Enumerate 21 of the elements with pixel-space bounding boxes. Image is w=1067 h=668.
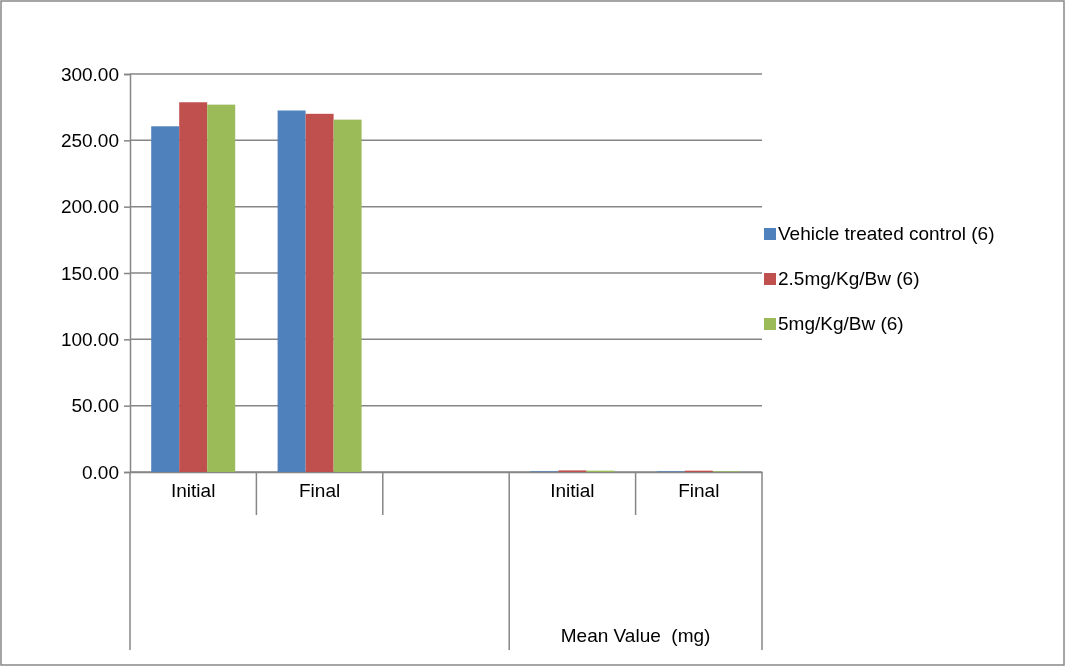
y-tick-label: 50.00 xyxy=(71,395,119,417)
bar xyxy=(179,102,208,472)
y-tick-label: 0.00 xyxy=(82,461,119,483)
x-tick-label: Final xyxy=(678,480,720,502)
legend-label: Vehicle treated control (6) xyxy=(778,223,995,244)
y-tick-label: 250.00 xyxy=(60,129,119,151)
text: Mean Value (mg) xyxy=(560,625,711,646)
bar xyxy=(277,110,306,472)
bar xyxy=(151,126,180,472)
x-tick-label: Initial xyxy=(171,480,216,502)
y-tick-label: 200.00 xyxy=(60,196,119,218)
x-tick-label: Initial xyxy=(550,480,595,502)
y-tick-label: 100.00 xyxy=(60,328,119,350)
bar xyxy=(333,119,362,472)
x-tick-label: Final xyxy=(299,480,341,502)
bar xyxy=(305,113,334,472)
bar xyxy=(207,104,236,472)
y-tick-label: 150.00 xyxy=(60,262,119,284)
legend-label: 5mg/Kg/Bw (6) xyxy=(778,313,904,334)
legend-label: 2.5mg/Kg/Bw (6) xyxy=(778,268,920,289)
y-tick-label: 300.00 xyxy=(60,63,119,85)
